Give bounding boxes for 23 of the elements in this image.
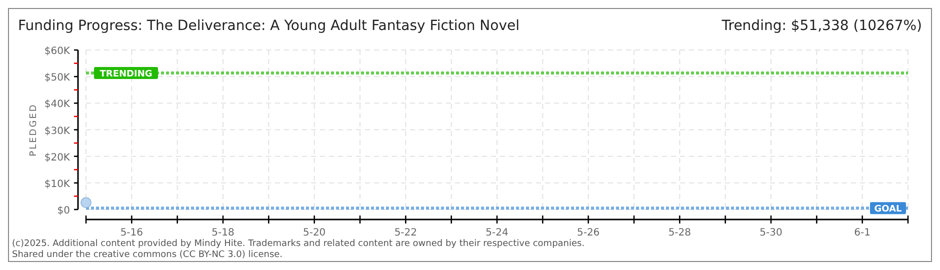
ref-line-label: GOAL	[874, 204, 902, 215]
x-tick-label: 6-1	[854, 228, 871, 238]
text: Shared under the creative commons (CC BY-NC 3.0) license.	[12, 250, 283, 260]
x-tick-label: 5-18	[212, 228, 234, 238]
y-tick-label: $0	[57, 206, 70, 216]
x-tick-label: 5-24	[486, 228, 508, 238]
y-tick-label: $10K	[44, 178, 70, 190]
chart-title: Funding Progress: The Deliverance: A Young Adult Fantasy Fiction Novel	[18, 18, 520, 34]
y-tick-label: $20K	[44, 152, 70, 164]
text: (c)2025. Additional content provided by Mindy Hite. Trademarks and related content are owned by their respective companies.	[12, 239, 585, 249]
y-tick-label: $30K	[44, 126, 70, 137]
x-tick-label: 5-22	[394, 228, 418, 238]
y-tick-label: $60K	[44, 46, 70, 57]
x-tick-label: 5-16	[120, 228, 144, 238]
y-tick-label: $40K	[44, 99, 70, 110]
chart-subtitle: Trending: $51,338 (10267%)	[720, 18, 922, 34]
x-tick-label: 5-26	[576, 228, 600, 238]
x-tick-label: 5-30	[760, 228, 782, 238]
y-tick-label: $50K	[44, 72, 70, 84]
x-tick-label: 5-28	[668, 228, 692, 238]
x-tick-label: 5-20	[302, 228, 326, 238]
y-axis-title: PLEDGED	[29, 103, 39, 156]
ref-line-label: TRENDING	[100, 70, 152, 80]
